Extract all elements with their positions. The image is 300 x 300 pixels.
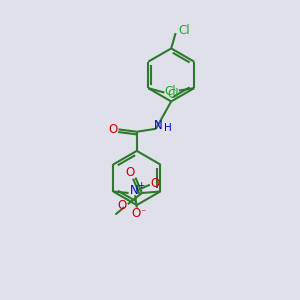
Text: +: +: [137, 181, 145, 190]
Text: O: O: [109, 123, 118, 136]
Text: O: O: [126, 166, 135, 179]
Text: Cl: Cl: [178, 24, 190, 37]
Text: Cl: Cl: [167, 88, 178, 100]
Text: O: O: [151, 177, 160, 190]
Text: N: N: [154, 119, 163, 132]
Text: O: O: [132, 207, 141, 220]
Text: ⁻: ⁻: [140, 208, 145, 218]
Text: O: O: [117, 200, 127, 212]
Text: Cl: Cl: [165, 85, 176, 98]
Text: N: N: [130, 184, 139, 196]
Text: H: H: [164, 123, 172, 133]
